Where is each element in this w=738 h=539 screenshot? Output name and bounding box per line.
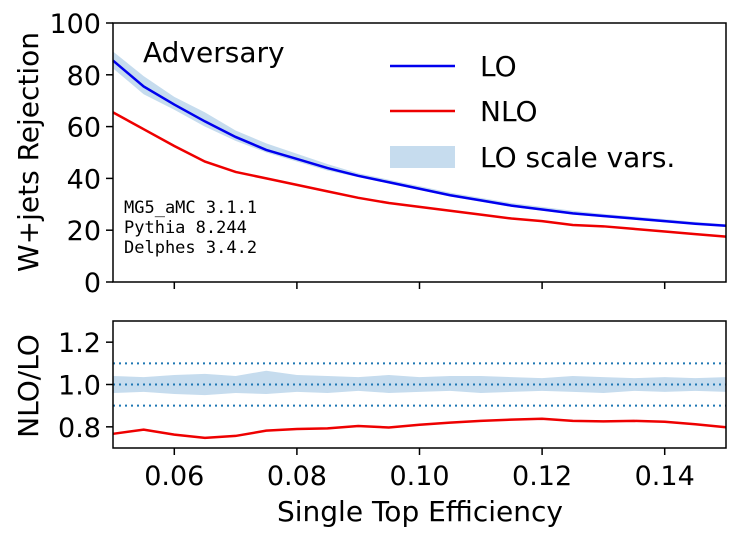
x-axis-label: Single Top Efficiency [277,495,563,528]
y-tick-label: 80 [67,61,101,92]
bottom-panel: 0.8 1.0 1.2 0.06 0.08 0.10 0.12 0.14 NLO/LO Si… [12,320,727,528]
generator-line-2: Pythia 8.244 [124,218,247,238]
legend-band-swatch [390,146,455,168]
scale-variation-band [113,51,726,227]
top-series-lines [112,59,727,238]
lo-scale-band [113,51,726,227]
scale-variation-band [113,370,726,396]
adversary-annotation: Adversary [143,36,285,69]
bottom-y-ticks: 0.8 1.0 1.2 [58,328,113,444]
x-tick-label: 0.12 [512,461,572,492]
legend-lo-label: LO [480,50,517,83]
series-line-nlo [112,417,727,440]
series-line-lo [112,59,727,228]
top-y-ticks: 0 20 40 60 80 100 [49,9,113,299]
y-tick-label: 0 [84,268,101,299]
y-tick-label: 60 [67,113,101,144]
y-tick-label: 40 [67,164,101,195]
legend: LO NLO LO scale vars. [390,50,675,174]
y-tick-label: 20 [67,216,101,247]
reference-lines [113,362,726,407]
y-tick-label: 1.2 [58,328,101,359]
legend-nlo-label: NLO [480,95,538,128]
ratio-scale-band [113,370,726,396]
y-tick-label: 100 [49,9,101,40]
top-x-ticks [173,282,666,289]
series-line-nlo [112,111,727,238]
y-tick-label: 0.8 [58,413,101,444]
x-tick-label: 0.10 [389,461,449,492]
bottom-x-ticks: 0.06 0.08 0.10 0.12 0.14 [144,448,695,492]
ratio-series-lines [112,417,727,440]
generator-line-1: MG5_aMC 3.1.1 [124,198,257,218]
y-tick-label: 1.0 [58,371,101,402]
top-y-axis-label: W+jets Rejection [12,32,45,272]
x-tick-label: 0.08 [267,461,327,492]
legend-band-label: LO scale vars. [480,141,675,174]
bottom-y-axis-label: NLO/LO [12,334,45,438]
x-tick-label: 0.06 [144,461,204,492]
generator-line-3: Delphes 3.4.2 [124,238,257,258]
x-tick-label: 0.14 [635,461,695,492]
